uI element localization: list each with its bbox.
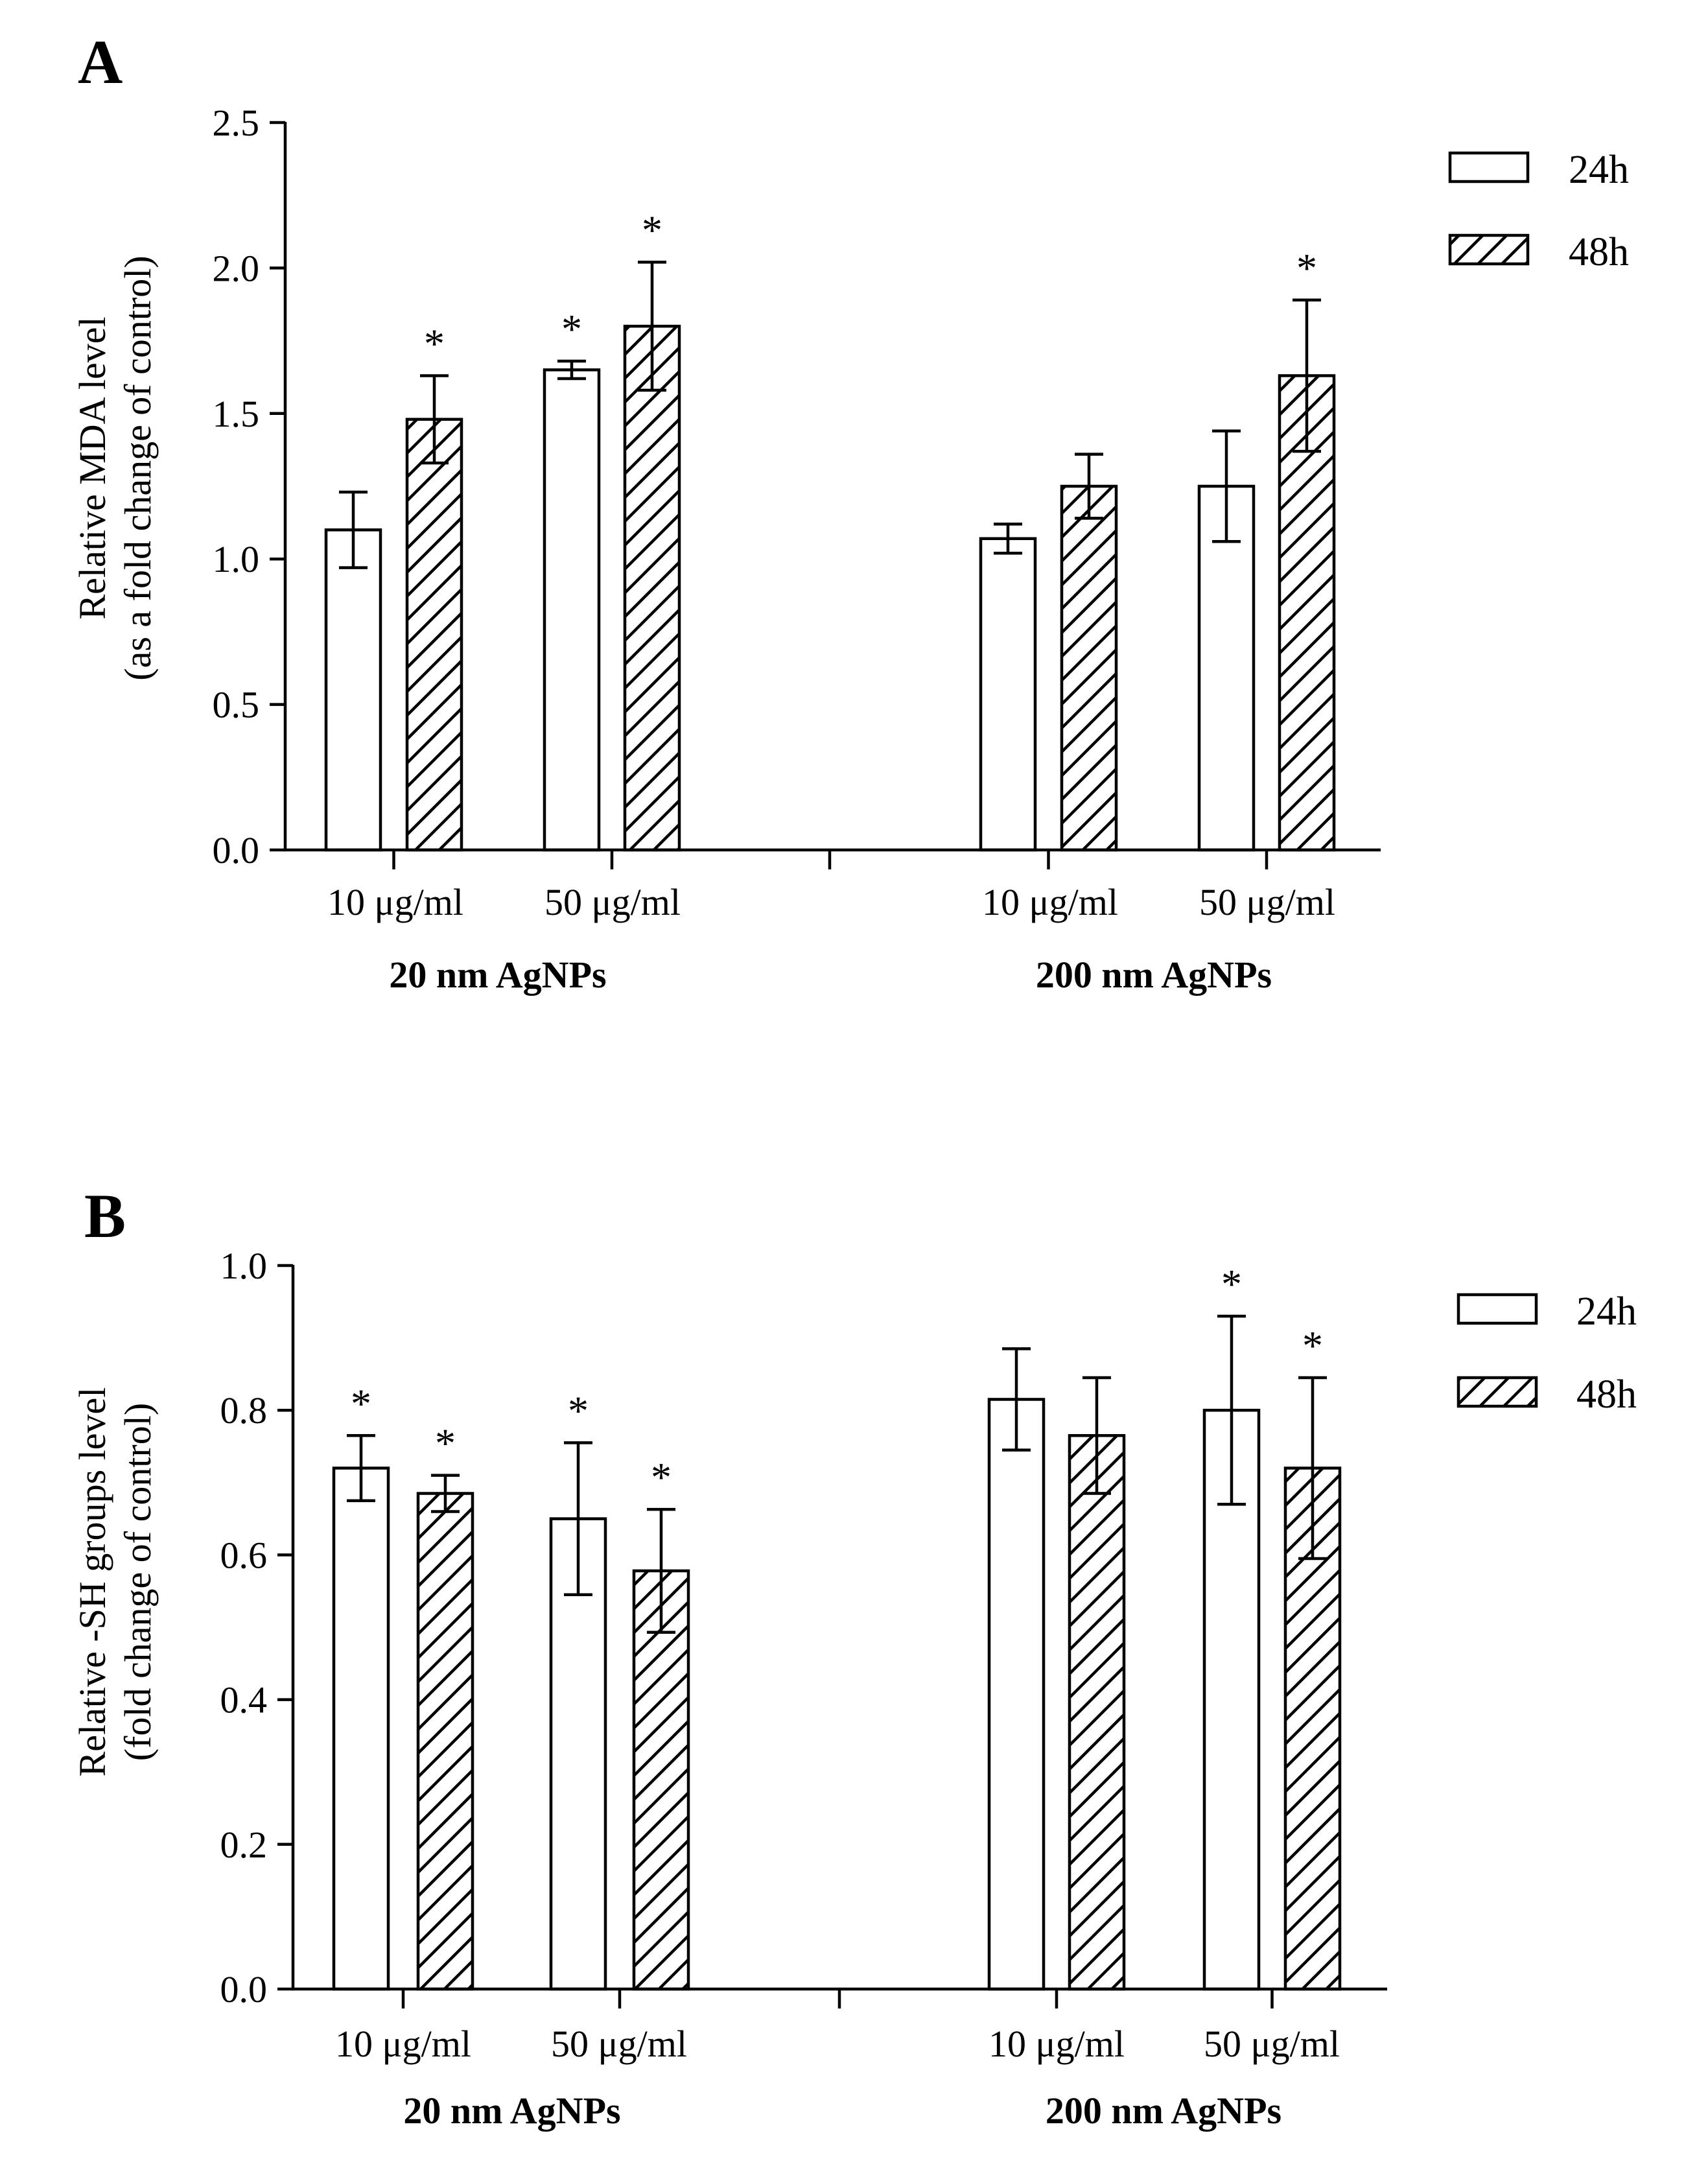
significance-marker: *: [351, 1380, 371, 1426]
bar-48h: [405, 418, 463, 852]
y-axis-title-line2: (as a fold change of control): [117, 255, 159, 680]
legend-swatch-open: [1456, 1293, 1538, 1325]
bar-48h: [416, 1492, 474, 1991]
y-tick-label: 0.4: [220, 1679, 268, 1721]
significance-marker: *: [568, 1387, 589, 1433]
significance-marker: *: [424, 320, 445, 366]
category-label: 50 μg/ml: [1199, 881, 1335, 923]
y-axis-title-line1: Relative MDA level: [71, 316, 113, 619]
bar-24h: [987, 1398, 1046, 1991]
legend-label: 48h: [1569, 230, 1629, 274]
legend: 24h 48h: [1448, 148, 1629, 274]
y-tick-label: 0.0: [220, 1968, 268, 2010]
bar-48h: [1060, 484, 1118, 852]
y-axis: 0.0 0.2 0.4 0.6 0.8 1.0: [220, 1245, 295, 2010]
y-tick-label: 1.5: [213, 393, 260, 435]
panel-letter: B: [84, 1181, 126, 1251]
significance-marker: *: [1221, 1261, 1242, 1307]
legend-label: 24h: [1576, 1290, 1637, 1334]
significance-marker: *: [642, 207, 662, 253]
y-tick-label: 2.5: [213, 102, 260, 144]
panel-b: B Relative -SH groups level (fold change…: [71, 1181, 1637, 2132]
legend-label: 48h: [1576, 1372, 1637, 1417]
y-tick-label: 0.5: [213, 684, 260, 726]
y-axis-title-line2: (fold change of control): [117, 1403, 159, 1761]
y-tick-label: 1.0: [213, 538, 260, 580]
bar-24h: [332, 1466, 390, 1991]
group-label: 200 nm AgNPs: [1036, 954, 1272, 996]
x-axis: [284, 848, 1381, 869]
legend-swatch-open: [1448, 151, 1530, 183]
category-label: 50 μg/ml: [1204, 2023, 1340, 2065]
legend-swatch-hatched: [1456, 1376, 1538, 1408]
panel-letter: A: [78, 27, 123, 97]
bar-24h: [324, 528, 382, 852]
bar-layer: * * * *: [324, 207, 1336, 852]
legend: 24h 48h: [1456, 1290, 1637, 1417]
bar-24h: [979, 537, 1037, 852]
y-tick-label: 0.0: [213, 829, 260, 871]
group-label: 20 nm AgNPs: [403, 2090, 620, 2132]
category-label: 10 μg/ml: [989, 2023, 1125, 2065]
x-axis: [292, 1987, 1387, 2008]
category-label: 10 μg/ml: [327, 881, 463, 923]
category-label: 10 μg/ml: [982, 881, 1118, 923]
significance-marker: *: [561, 306, 582, 352]
bar-48h: [1068, 1434, 1126, 1991]
category-label: 50 μg/ml: [551, 2023, 687, 2065]
significance-marker: *: [1296, 245, 1317, 291]
legend-label: 24h: [1569, 148, 1629, 192]
group-label: 200 nm AgNPs: [1046, 2090, 1281, 2132]
y-tick-label: 0.8: [220, 1389, 268, 1431]
group-label: 20 nm AgNPs: [389, 954, 606, 996]
y-tick-label: 2.0: [213, 247, 260, 289]
significance-marker: *: [1302, 1323, 1323, 1369]
bar-48h: [632, 1569, 690, 1991]
legend-swatch-hatched: [1448, 233, 1530, 266]
category-label: 10 μg/ml: [335, 2023, 471, 2065]
bar-48h: [623, 324, 681, 852]
significance-marker: *: [651, 1454, 672, 1500]
y-tick-label: 0.6: [220, 1534, 268, 1576]
y-axis: 0.0 0.5 1.0 1.5 2.0 2.5: [213, 102, 287, 871]
y-tick-label: 1.0: [220, 1245, 268, 1287]
y-axis-title-line1: Relative -SH groups level: [71, 1387, 113, 1777]
panel-a: A Relative MDA level (as a fold change o…: [71, 27, 1629, 996]
bar-layer: * * * * * *: [332, 1261, 1342, 1991]
significance-marker: *: [435, 1420, 456, 1466]
y-tick-label: 0.2: [220, 1824, 268, 1866]
bar-24h: [543, 368, 601, 852]
category-label: 50 μg/ml: [544, 881, 681, 923]
